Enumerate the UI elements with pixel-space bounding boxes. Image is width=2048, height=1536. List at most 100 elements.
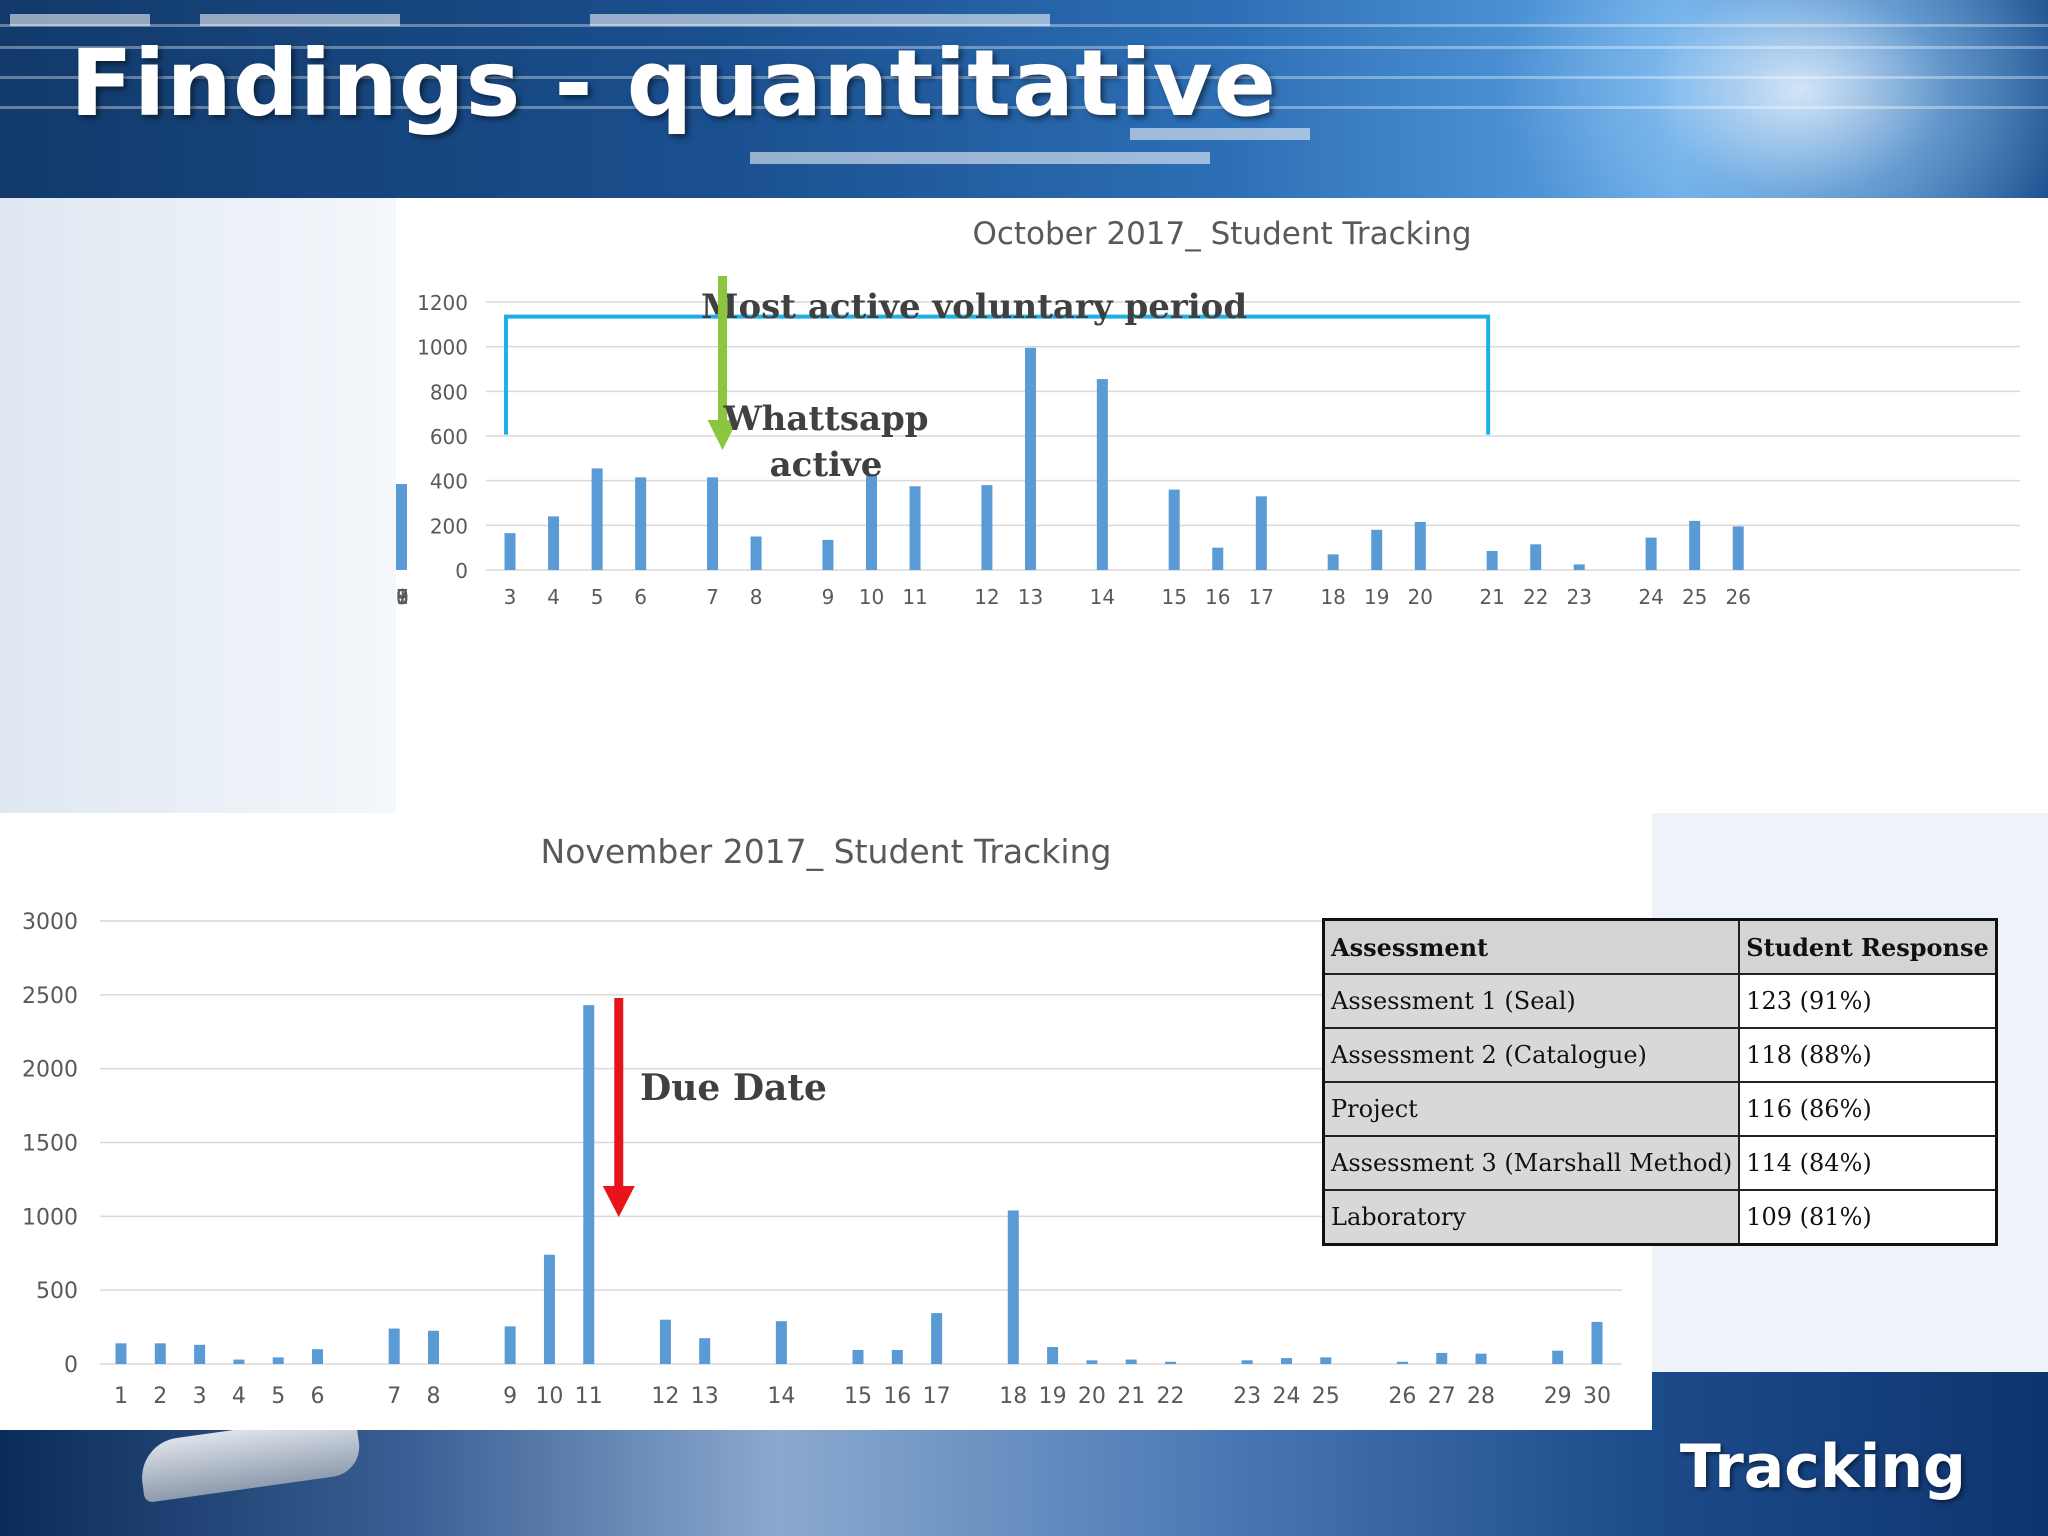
table-header-assessment: Assessment (1322, 918, 1741, 975)
table-cell-response: 116 (86%) (1738, 1081, 1998, 1137)
bar-day-12 (659, 1319, 671, 1364)
table-row: Project 116 (86%) (1322, 1081, 1998, 1137)
x-tick-label: 21 (1479, 585, 1504, 609)
y-tick-label: 1200 (417, 291, 468, 315)
bar-day-6 (312, 1349, 324, 1364)
bar-day-6 (635, 477, 647, 570)
bar-day-10 (543, 1254, 555, 1364)
table-cell-assessment: Assessment 1 (Seal) (1322, 973, 1741, 1029)
october-chart-panel: 0 200 400 600 800 1000 1200 October 2017_ Stude… (396, 198, 2048, 813)
bar-day-26 (1396, 1361, 1408, 1364)
x-tick-label: 13 (1018, 585, 1043, 609)
bar-day-22 (1530, 544, 1542, 570)
x-tick-label: 5 (591, 585, 604, 609)
header-dash (10, 14, 150, 26)
table-row: Laboratory 109 (81%) (1322, 1189, 1998, 1246)
bar-day-5 (591, 468, 603, 570)
slide-header-banner (0, 0, 2048, 198)
x-tick-label: 9 (503, 1384, 517, 1409)
bar-day-25 (1320, 1357, 1332, 1364)
bar-day-11 (583, 1005, 595, 1364)
x-tick-label: 5 (271, 1384, 285, 1409)
x-tick-label: 7 (706, 585, 719, 609)
bar-day-20 (1086, 1360, 1098, 1364)
bar-day-7 (388, 1328, 400, 1364)
bar-day-8 (427, 1330, 439, 1364)
bar-day-21 (1486, 551, 1498, 570)
chart-title: November 2017_ Student Tracking (541, 832, 1112, 871)
x-tick-label: 28 (1467, 1384, 1495, 1409)
header-stripe (0, 46, 2048, 49)
bar-day-16 (891, 1349, 903, 1364)
bar-day-22 (1165, 1361, 1177, 1364)
bar-day-4 (233, 1359, 245, 1364)
bar-day-9 (822, 539, 834, 570)
y-tick-label: 500 (36, 1279, 78, 1304)
x-tick-label: 24 (1638, 585, 1663, 609)
x-tick-label: 18 (1320, 585, 1345, 609)
x-tick-label: 16 (883, 1384, 911, 1409)
x-tick-label: 6 (634, 585, 647, 609)
bar-day-23 (1573, 564, 1585, 570)
x-tick-label: 19 (1364, 585, 1389, 609)
table-cell-assessment: Laboratory (1322, 1189, 1741, 1246)
bar-day-29 (1552, 1350, 1564, 1364)
table-cell-response: 123 (91%) (1738, 973, 1998, 1029)
x-tick-label: 17 (923, 1384, 951, 1409)
x-tick-label: 26 (1726, 585, 1751, 609)
x-tick-label: 28 (396, 585, 409, 609)
x-tick-label: 22 (1157, 1384, 1185, 1409)
table-cell-assessment: Project (1322, 1081, 1741, 1137)
bar-day-1 (115, 1343, 127, 1364)
slide-title: Findings - quantitative (70, 30, 1278, 137)
october-chart: 0 200 400 600 800 1000 1200 October 2017_ Stude… (396, 216, 2020, 609)
bar-day-28 (1475, 1353, 1487, 1364)
november-chart: 0 500 1000 1500 2000 2500 3000 November 2017_ S… (22, 832, 1622, 1409)
bar-day-4 (548, 516, 560, 570)
bar-day-27 (1436, 1352, 1448, 1364)
bar-day-13 (1024, 347, 1036, 570)
table-row: Assessment 3 (Marshall Method) 114 (84%) (1322, 1135, 1998, 1191)
x-tick-label: 8 (750, 585, 763, 609)
bar-day-18 (1327, 554, 1339, 570)
table-row: Assessment 2 (Catalogue) 118 (88%) (1322, 1027, 1998, 1083)
header-dash (1130, 128, 1310, 140)
y-tick-label: 2000 (22, 1058, 78, 1083)
x-tick-label: 3 (193, 1384, 207, 1409)
bar-day-17 (1255, 496, 1267, 570)
table-cell-assessment: Assessment 3 (Marshall Method) (1322, 1135, 1741, 1191)
x-tick-label: 30 (1583, 1384, 1611, 1409)
x-tick-label: 19 (1039, 1384, 1067, 1409)
y-tick-label: 3000 (22, 910, 78, 935)
y-tick-label: 400 (430, 470, 468, 494)
bar-day-3 (194, 1344, 206, 1364)
bar-day-13 (699, 1338, 711, 1364)
x-tick-label: 11 (902, 585, 927, 609)
active-period-bracket (504, 314, 1491, 435)
bar-day-31 (396, 521, 407, 570)
bar-day-15 (852, 1349, 864, 1364)
y-tick-label: 2500 (22, 984, 78, 1009)
x-tick-label: 4 (232, 1384, 246, 1409)
bar-day-11 (909, 486, 921, 570)
x-tick-label: 14 (1090, 585, 1115, 609)
x-tick-label: 14 (767, 1384, 795, 1409)
left-background-panel (0, 198, 396, 813)
table-cell-assessment: Assessment 2 (Catalogue) (1322, 1027, 1741, 1083)
table-row: Assessment 1 (Seal) 123 (91%) (1322, 973, 1998, 1029)
x-tick-label: 10 (859, 585, 884, 609)
x-tick-label: 18 (999, 1384, 1027, 1409)
x-tick-label: 15 (844, 1384, 872, 1409)
x-tick-label: 12 (651, 1384, 679, 1409)
bar-day-15 (1168, 489, 1180, 570)
x-tick-label: 22 (1523, 585, 1548, 609)
x-tick-label: 7 (387, 1384, 401, 1409)
bar-day-24 (1280, 1358, 1292, 1364)
table-cell-response: 109 (81%) (1738, 1189, 1998, 1246)
x-tick-label: 2 (153, 1384, 167, 1409)
whatsapp-label: Whattsapp (722, 399, 928, 439)
whatsapp-label: active (770, 445, 883, 485)
bar-day-16 (1212, 547, 1224, 570)
x-tick-label: 11 (575, 1384, 603, 1409)
x-tick-label: 4 (547, 585, 560, 609)
